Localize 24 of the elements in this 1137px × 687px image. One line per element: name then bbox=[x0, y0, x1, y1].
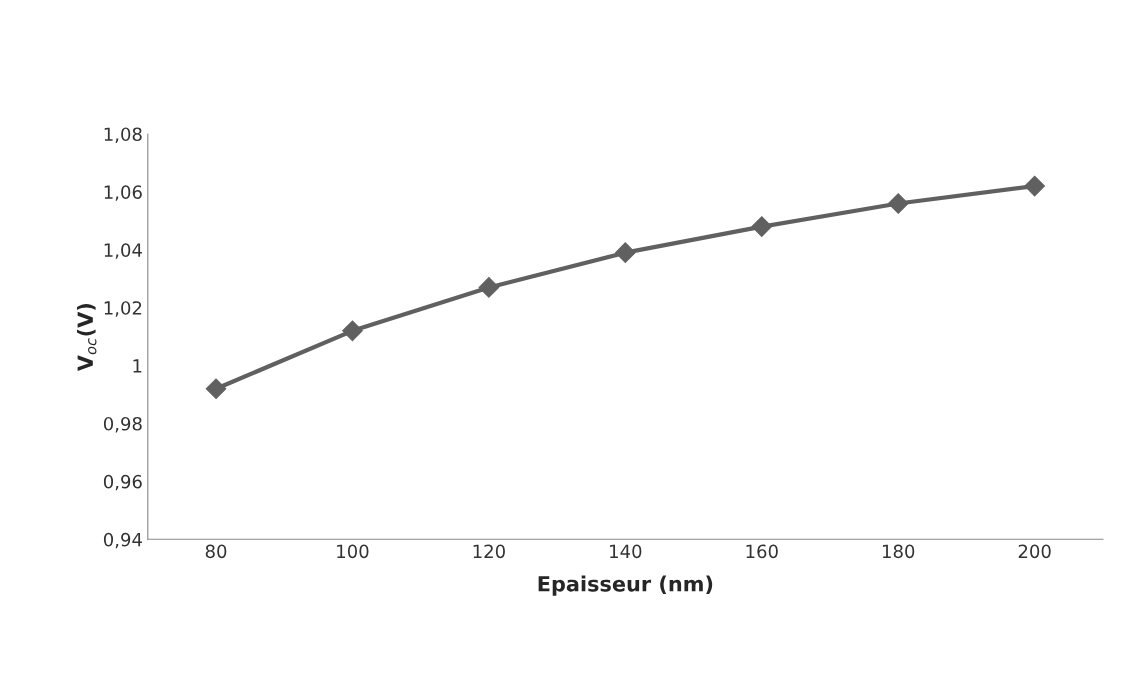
y-tick-label: 0,98 bbox=[103, 416, 142, 433]
y-tick-label: 1 bbox=[133, 359, 142, 373]
x-tick-label: 120 bbox=[473, 544, 505, 559]
y-tick-label: 0,96 bbox=[103, 474, 142, 491]
y-tick-label: 0,94 bbox=[103, 532, 142, 549]
y-axis-title: V$_{oc}$(V) bbox=[77, 304, 97, 372]
y-tick-label: 1,04 bbox=[104, 243, 142, 259]
x-tick-label: 80 bbox=[205, 544, 227, 559]
point bbox=[205, 378, 227, 400]
x-tick-label: 100 bbox=[337, 544, 369, 559]
x-tick-label: 160 bbox=[746, 544, 778, 559]
point bbox=[751, 216, 773, 237]
y-tick-label: 1,08 bbox=[104, 127, 142, 143]
x-axis-title: Epaisseur (nm) bbox=[538, 575, 713, 596]
point bbox=[478, 277, 500, 298]
x-tick-label: 180 bbox=[882, 544, 915, 559]
point bbox=[1024, 175, 1046, 197]
y-tick-label: 1,06 bbox=[104, 185, 142, 201]
point bbox=[615, 242, 636, 264]
point bbox=[887, 193, 909, 214]
point bbox=[342, 320, 363, 342]
y-tick-label: 1,02 bbox=[104, 301, 142, 317]
x-tick-label: 200 bbox=[1018, 544, 1051, 559]
x-tick-label: 140 bbox=[610, 544, 642, 559]
